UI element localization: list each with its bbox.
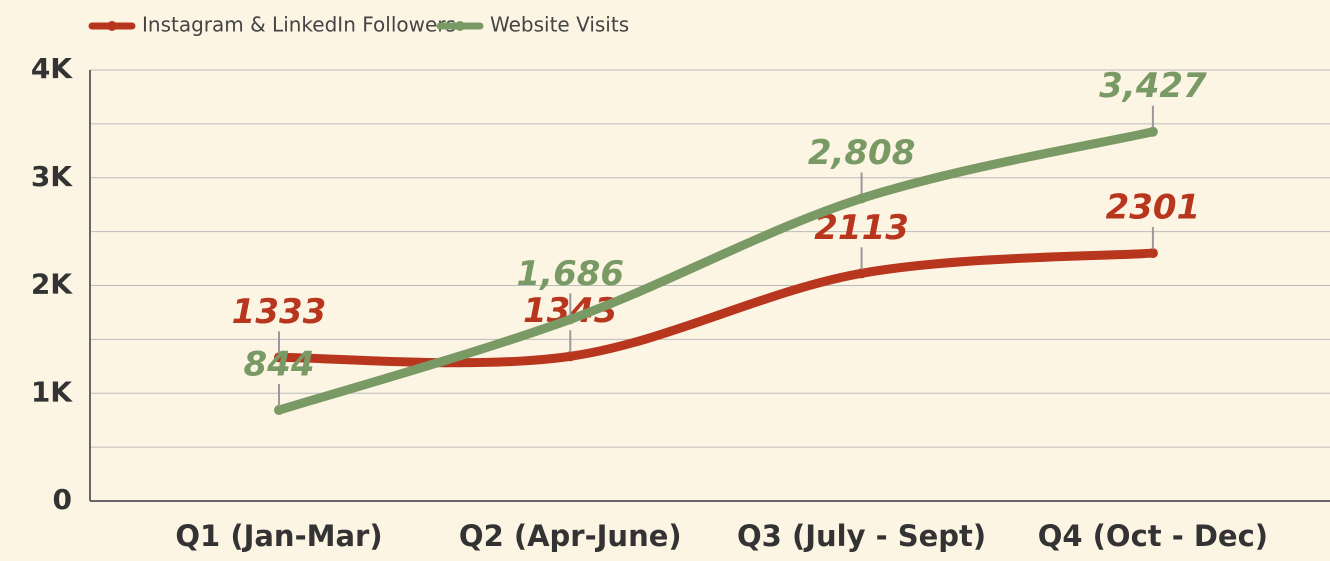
point: [856, 193, 867, 204]
point: [274, 405, 284, 416]
data-label: 1,686: [517, 254, 625, 294]
x-tick-label: Q1 (Jan-Mar): [175, 519, 382, 553]
data-label: 3,427: [1099, 66, 1207, 106]
data-label: 2,808: [808, 133, 916, 173]
legend-label: Website Visits: [490, 13, 629, 37]
line-series: [274, 248, 1158, 368]
point: [565, 314, 576, 325]
point: [1147, 126, 1158, 137]
point: [1147, 248, 1158, 259]
x-tick-label: Q2 (Apr-June): [459, 519, 682, 553]
point: [565, 351, 576, 362]
data-label: 2301: [1106, 188, 1201, 228]
data-label: 844: [244, 345, 315, 385]
y-tick-label: 0: [53, 483, 72, 516]
point: [274, 352, 284, 363]
data-label: 2113: [814, 208, 909, 248]
line-series: [274, 127, 1158, 415]
x-tick-label: Q3 (July - Sept): [737, 519, 986, 553]
y-tick-label: 3K: [31, 160, 73, 193]
point: [856, 268, 867, 279]
legend-swatch-dot: [107, 21, 117, 31]
data-label: 1333: [232, 292, 327, 332]
y-tick-label: 1K: [31, 375, 73, 408]
x-tick-label: Q4 (Oct - Dec): [1038, 519, 1268, 553]
y-tick-label: 4K: [31, 52, 73, 85]
y-tick-label: 2K: [31, 268, 73, 301]
legend-swatch-dot: [455, 21, 465, 31]
legend-label: Instagram & LinkedIn Followers: [142, 13, 456, 37]
